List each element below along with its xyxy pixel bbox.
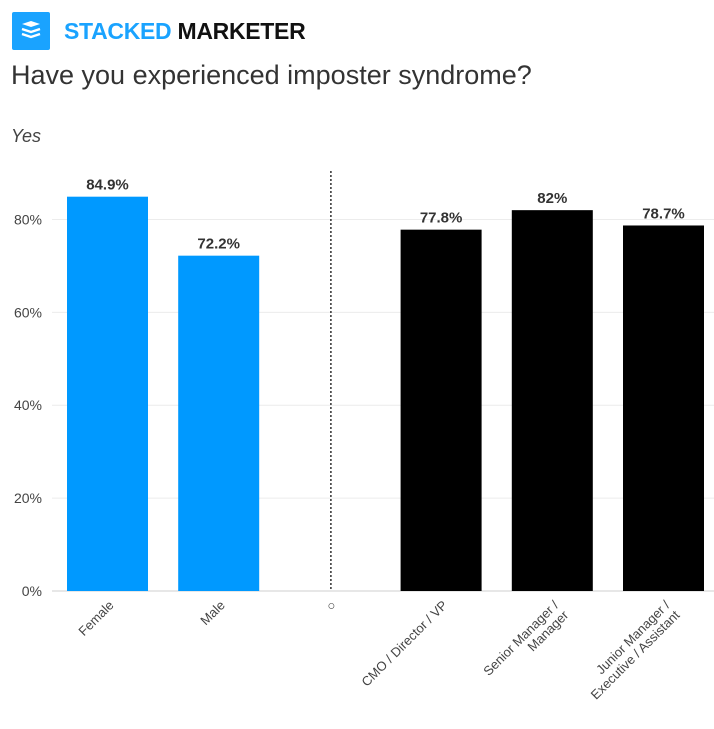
brand-name-second: MARKETER	[177, 17, 306, 44]
brand-name-first: STACKED	[64, 17, 172, 44]
x-tick-label: CMO / Director / VP	[358, 598, 450, 690]
stacked-layers-icon	[12, 12, 50, 50]
chart-title: Have you experienced imposter syndrome?	[11, 60, 532, 90]
data-label: 82%	[537, 190, 567, 207]
data-label: 78.7%	[642, 205, 685, 222]
bar	[178, 255, 260, 591]
y-tick-label: 80%	[14, 211, 42, 227]
bar	[400, 229, 482, 591]
data-label: 84.9%	[86, 177, 129, 194]
bar	[511, 210, 593, 591]
y-tick-label: 0%	[22, 583, 42, 599]
data-label: 72.2%	[197, 236, 240, 253]
y-tick-label: 20%	[14, 490, 42, 506]
y-tick-label: 60%	[14, 304, 42, 320]
brand-name: STACKED MARKETER	[64, 17, 306, 45]
x-tick-label: Female	[75, 598, 116, 639]
bar	[623, 225, 704, 591]
data-label: 77.8%	[420, 210, 463, 227]
x-tick-label: ○	[323, 598, 339, 614]
chart-subtitle: Yes	[11, 126, 42, 146]
x-tick-label: Senior Manager /Manager	[480, 597, 572, 689]
y-tick-label: 40%	[14, 397, 42, 413]
x-tick-label: Male	[197, 598, 228, 629]
x-tick-label: Junior Manager /Executive / Assistant	[578, 597, 683, 702]
bar	[67, 196, 148, 592]
brand-header: STACKED MARKETER	[12, 12, 306, 50]
